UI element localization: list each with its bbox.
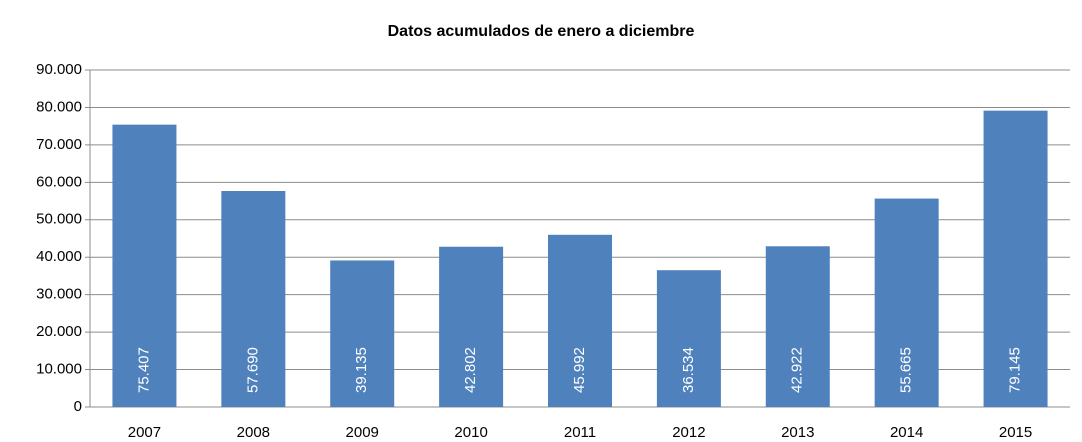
bar (656, 270, 721, 407)
value-label: 57.690 (244, 347, 261, 393)
value-label: 75.407 (135, 347, 152, 393)
bar (765, 246, 830, 407)
x-tick-label: 2015 (999, 424, 1032, 441)
value-label: 39.135 (353, 347, 370, 393)
bar (112, 124, 177, 408)
value-label: 42.922 (789, 347, 806, 393)
value-label: 55.665 (898, 347, 915, 393)
y-tick-label: 80.000 (36, 98, 82, 115)
bar (330, 260, 395, 407)
y-tick-label: 10.000 (36, 361, 82, 378)
bar (221, 190, 286, 407)
y-tick-label: 30.000 (36, 286, 82, 303)
x-tick-label: 2008 (237, 424, 270, 441)
x-tick-label: 2007 (128, 424, 161, 441)
value-label: 42.802 (462, 347, 479, 393)
chart-title: Datos acumulados de enero a diciembre (388, 23, 695, 40)
x-tick-label: 2013 (781, 424, 814, 441)
y-tick-label: 70.000 (36, 136, 82, 153)
bar (548, 234, 612, 407)
y-tick-label: 20.000 (36, 323, 82, 340)
x-tick-label: 2010 (454, 424, 487, 441)
x-tick-label: 2009 (346, 424, 379, 441)
value-label: 45.992 (571, 347, 588, 393)
y-tick-label: 90.000 (36, 61, 82, 78)
value-label: 36.534 (680, 347, 697, 393)
x-tick-label: 2014 (890, 424, 923, 441)
bar (439, 246, 504, 407)
y-tick-label: 60.000 (36, 173, 82, 190)
value-label: 79.145 (1007, 347, 1024, 393)
bar (874, 198, 939, 407)
y-tick-label: 40.000 (36, 248, 82, 265)
y-tick-label: 50.000 (36, 211, 82, 228)
bar (983, 110, 1048, 408)
y-tick-label: 0 (74, 398, 82, 415)
x-tick-label: 2011 (564, 424, 596, 441)
x-tick-label: 2012 (672, 424, 705, 441)
